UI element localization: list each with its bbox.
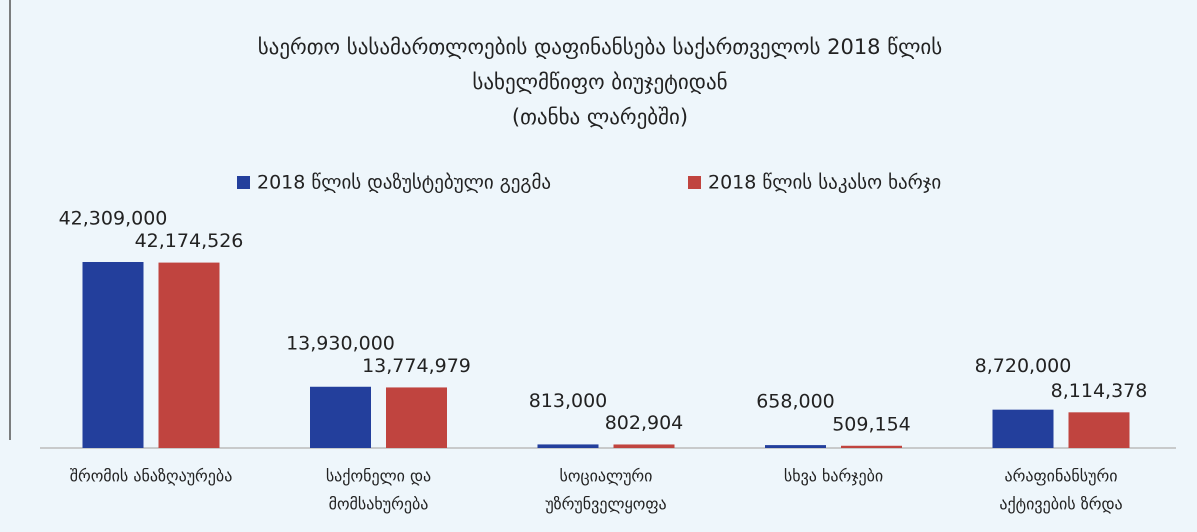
value-label: 42,309,000 (59, 208, 168, 230)
value-label: 8,114,378 (1051, 380, 1148, 402)
x-tick-label: საქონელი და (326, 467, 431, 486)
bar (158, 262, 220, 448)
value-label: 8,720,000 (975, 355, 1072, 377)
bar (537, 444, 599, 448)
x-tick-label: შრომის ანაზღაურება (70, 467, 233, 486)
value-label: 813,000 (529, 390, 608, 412)
bar (992, 409, 1054, 448)
bar (82, 262, 144, 448)
x-tick-label: სხვა ხარჯები (784, 467, 883, 486)
legend-label: 2018 წლის დაზუსტებული გეგმა (257, 172, 551, 194)
x-tick-label: უზრუნველყოფა (545, 495, 666, 514)
bar (613, 444, 675, 448)
x-tick-label: მომსახურება (329, 495, 429, 514)
value-label: 13,930,000 (286, 332, 395, 354)
legend-swatch (237, 176, 250, 189)
value-label: 802,904 (605, 412, 684, 434)
chart-title: (თანხა ლარებში) (512, 105, 688, 129)
value-label: 509,154 (832, 413, 911, 435)
x-tick-label: არაფინანსური (1004, 467, 1117, 486)
x-tick-label: სოციალური (560, 467, 653, 486)
bar (310, 386, 371, 448)
chart-title: საერთო სასამართლოების დაფინანსება საქართ… (258, 35, 943, 59)
bar (765, 445, 826, 448)
bar (1068, 412, 1130, 448)
value-label: 42,174,526 (135, 230, 244, 252)
bar (386, 387, 447, 448)
legend-swatch (688, 176, 701, 189)
legend-label: 2018 წლის საკასო ხარჯი (708, 172, 941, 194)
value-label: 658,000 (756, 391, 835, 413)
value-label: 13,774,979 (362, 355, 471, 377)
x-tick-label: აქტივების ზრდა (999, 495, 1122, 514)
chart-title: სახელმწიფო ბიუჯეტიდან (472, 70, 727, 94)
bar (841, 445, 902, 448)
